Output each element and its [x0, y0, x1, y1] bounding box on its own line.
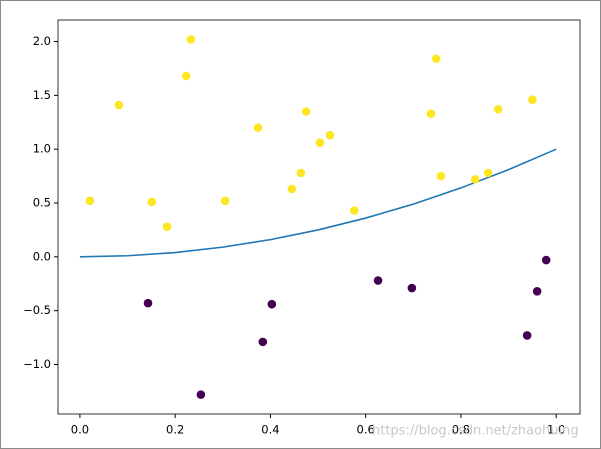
point [483, 168, 493, 178]
point [258, 337, 268, 347]
point [114, 100, 124, 110]
point [373, 276, 383, 285]
point [253, 123, 263, 132]
y-tick-label: 0.0 [33, 249, 51, 263]
point [143, 298, 153, 308]
point [541, 255, 551, 265]
y-tick-label: 0.5 [33, 196, 51, 210]
point [162, 222, 172, 231]
y-tick-label: −0.5 [23, 303, 51, 317]
watermark: https://blog.csdn.net/zhaohuing [372, 424, 579, 439]
y-tick-label: 2.0 [33, 34, 51, 48]
x-tick-label: 0.0 [71, 423, 89, 437]
point [522, 331, 532, 340]
point [220, 196, 230, 206]
point [315, 138, 325, 148]
point [296, 168, 306, 178]
point [528, 95, 537, 104]
x-tick-label: 0.2 [166, 423, 184, 437]
x-tick-label: 0.4 [261, 423, 279, 437]
point [349, 206, 359, 215]
point [436, 171, 446, 181]
point [181, 71, 191, 81]
point [470, 175, 480, 184]
point [147, 197, 157, 207]
point [431, 54, 441, 64]
x-tick-label: 0.6 [357, 423, 375, 437]
point [196, 390, 206, 399]
y-tick-label: −1.0 [23, 357, 51, 371]
x-tick-label: 0.8 [452, 423, 470, 437]
point [532, 286, 542, 296]
point [267, 299, 277, 309]
point [325, 130, 335, 140]
plot-area: 0.0 0.2 0.4 0.6 0.8 1.0 −1.0 −0.5 0.0 0.5 1.0 1.5 2.… [23, 19, 581, 437]
x-tick-label: 1.0 [547, 423, 565, 437]
axes-frame [57, 19, 581, 415]
point [287, 184, 297, 194]
point [493, 105, 503, 114]
point [426, 109, 436, 118]
point [407, 283, 417, 293]
point [301, 107, 311, 116]
y-tick-label: 1.0 [33, 142, 51, 156]
point [85, 196, 95, 206]
y-tick-label: 1.5 [33, 88, 51, 102]
point [186, 35, 196, 44]
